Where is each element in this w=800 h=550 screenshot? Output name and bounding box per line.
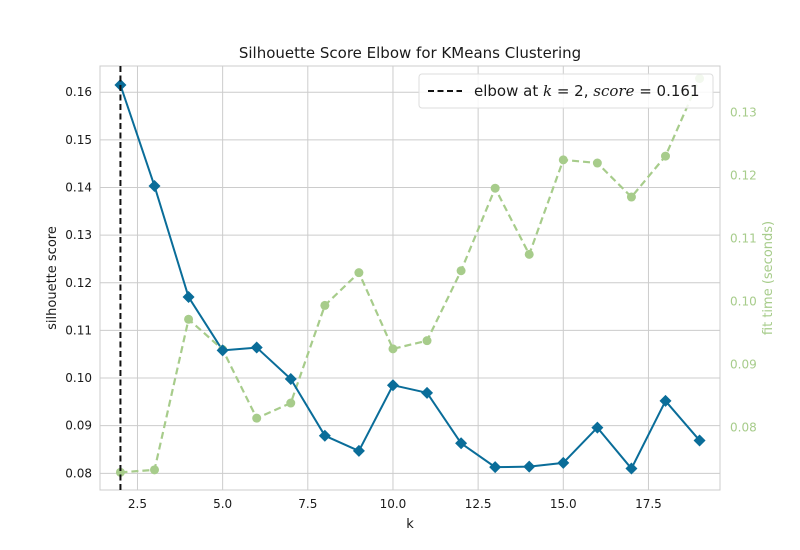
fit-time-point (490, 183, 500, 193)
y2-axis-title: fit time (seconds) (761, 221, 776, 335)
fit-time-point (524, 249, 534, 259)
y-tick-label: 0.15 (65, 133, 92, 147)
fit-time-point (286, 398, 296, 408)
y-axis-title: silhouette score (45, 226, 60, 330)
silhouette-score-point (455, 437, 468, 450)
legend-label-elbow: elbow at k = 2, score = 0.161 (474, 82, 700, 100)
legend-prefix: elbow at (474, 82, 543, 100)
plot-area (99, 65, 721, 491)
fit-time-point (592, 158, 602, 168)
fit-time-point (626, 192, 636, 202)
fit-time-point (456, 266, 466, 276)
silhouette-score-point (693, 434, 706, 447)
y-tick-label: 0.12 (65, 276, 92, 290)
x-tick-label: 10.0 (380, 497, 407, 511)
series-lines (119, 78, 701, 474)
y-tick-label: 0.16 (65, 85, 92, 99)
silhouette-score-point (250, 341, 263, 354)
silhouette-score-point (318, 429, 331, 442)
y2-tick-label: 0.09 (730, 358, 757, 372)
y-tick-label: 0.10 (65, 371, 92, 385)
silhouette-score-point (557, 456, 570, 469)
y-tick-label: 0.08 (65, 466, 92, 480)
fit-time-point (660, 151, 670, 161)
silhouette-score-point (216, 344, 229, 357)
silhouette-score-point (284, 372, 297, 385)
silhouette-score-point (591, 421, 604, 434)
y-tick-labels: 0.08 0.09 0.10 0.11 0.12 0.13 0.14 0.15 0.16 (65, 85, 92, 480)
x-tick-label: 17.5 (635, 497, 662, 511)
x-tick-label: 15.0 (550, 497, 577, 511)
y2-tick-label: 0.10 (730, 295, 757, 309)
y2-tick-label: 0.11 (730, 232, 757, 246)
legend-box (418, 73, 714, 109)
x-tick-label: 12.5 (465, 497, 492, 511)
y-tick-label: 0.13 (65, 228, 92, 242)
y-tick-label: 0.11 (65, 323, 92, 337)
y2-tick-label: 0.12 (730, 169, 757, 183)
chart-title: Silhouette Score Elbow for KMeans Cluste… (239, 44, 581, 62)
x-tick-labels: 2.5 5.0 7.5 10.0 12.5 15.0 17.5 (128, 497, 662, 511)
y2-tick-labels: 0.08 0.09 0.10 0.11 0.12 0.13 (730, 106, 757, 435)
y-tick-label: 0.09 (65, 419, 92, 433)
x-tick-label: 5.0 (213, 497, 232, 511)
legend-k: k (543, 82, 552, 100)
silhouette-score-point (489, 461, 502, 474)
silhouette-score-point (352, 444, 365, 457)
y2-tick-label: 0.08 (730, 421, 757, 435)
silhouette-score-point (148, 180, 161, 193)
fit-time-point (320, 300, 330, 310)
silhouette-score-point (182, 291, 195, 304)
silhouette-score-point (523, 460, 536, 473)
x-tick-label: 2.5 (128, 497, 147, 511)
y-tick-label: 0.14 (65, 180, 92, 194)
x-tick-label: 7.5 (298, 497, 317, 511)
fit-time-point (558, 155, 568, 165)
legend-eq1: = 2, (552, 82, 593, 100)
y-gridlines (100, 91, 720, 474)
silhouette-score-point (625, 462, 638, 475)
silhouette-score-point (421, 386, 434, 399)
fit-time-point (184, 314, 194, 324)
fit-time-point (252, 413, 262, 423)
x-axis-title: k (406, 517, 414, 532)
fit-time-point (422, 336, 432, 346)
y2-tick-label: 0.13 (730, 106, 757, 120)
legend-score: score (593, 82, 634, 100)
fit-time-point (388, 344, 398, 354)
fit-time-line (120, 78, 701, 474)
fit-time-point (115, 467, 125, 477)
silhouette-score-line (119, 84, 701, 470)
silhouette-score-point (659, 394, 672, 407)
legend-eq2: = 0.161 (634, 82, 699, 100)
legend: elbow at k = 2, score = 0.161 (418, 73, 714, 109)
silhouette-score-point (386, 379, 399, 392)
fit-time-point (150, 465, 160, 475)
fit-time-point (354, 268, 364, 278)
